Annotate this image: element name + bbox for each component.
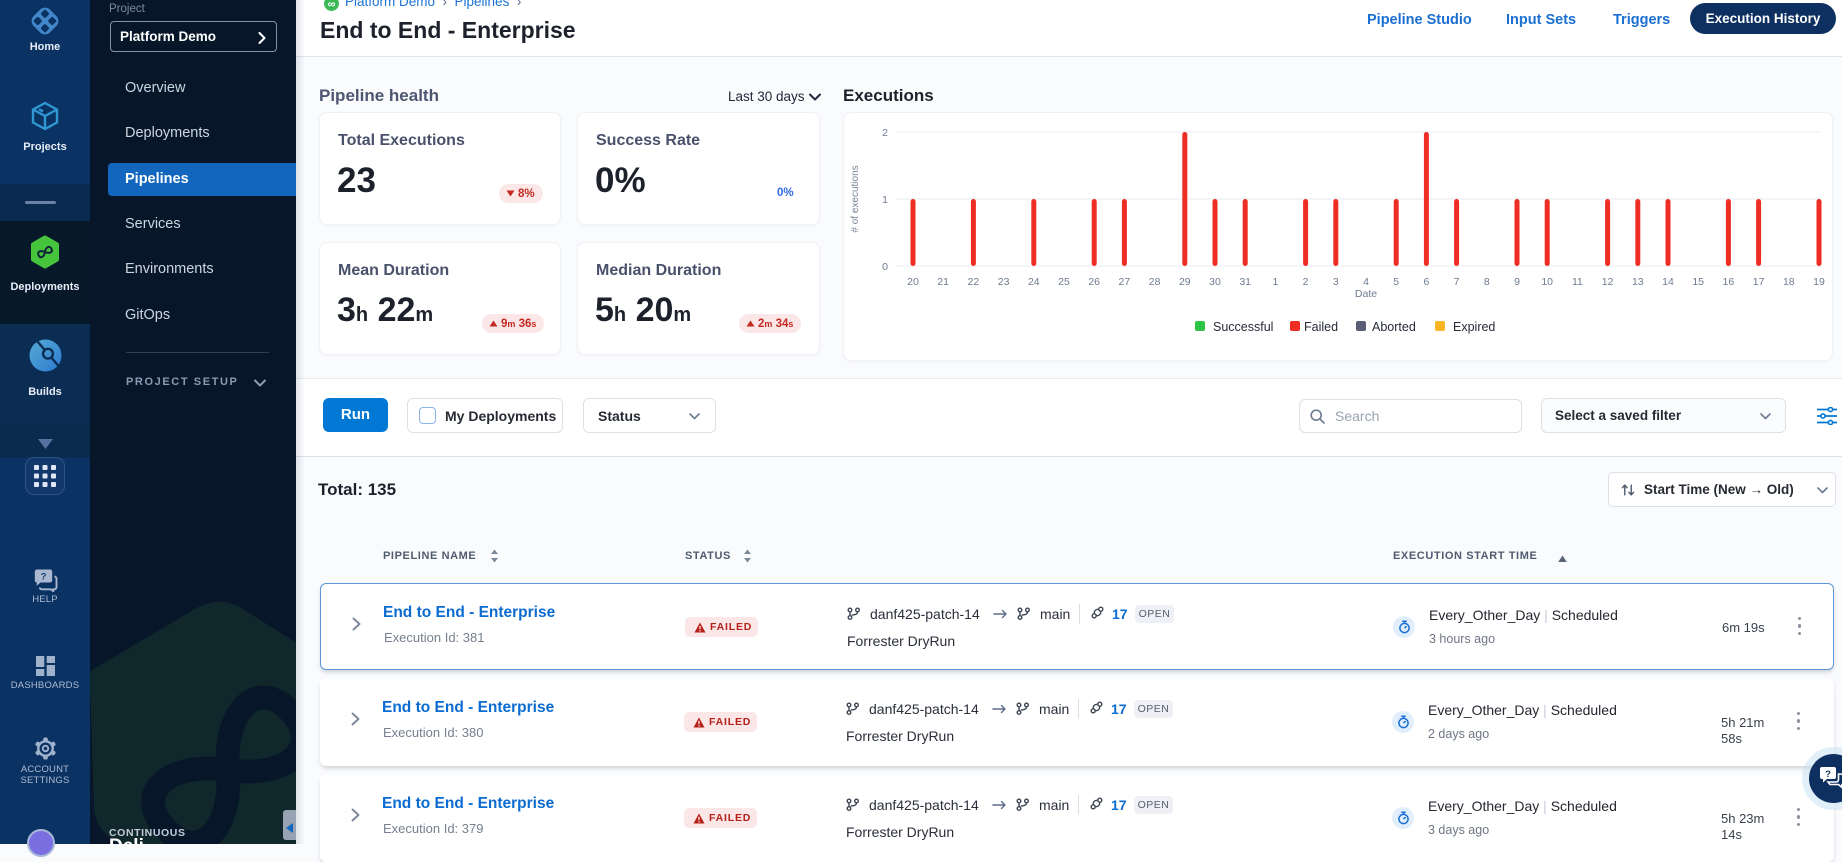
svg-text:31: 31 <box>1239 276 1251 288</box>
svg-text:?: ? <box>1825 769 1831 780</box>
svg-text:25: 25 <box>1058 276 1070 288</box>
svg-text:28: 28 <box>1149 276 1161 288</box>
svg-text:12: 12 <box>1602 276 1614 288</box>
svg-text:Aborted: Aborted <box>1372 320 1416 334</box>
svg-text:30: 30 <box>1209 276 1221 288</box>
svg-text:17: 17 <box>1753 276 1765 288</box>
svg-text:15: 15 <box>1692 276 1704 288</box>
svg-text:24: 24 <box>1028 276 1040 288</box>
svg-text:7: 7 <box>1454 276 1460 288</box>
svg-text:22: 22 <box>968 276 980 288</box>
svg-text:?: ? <box>40 572 46 583</box>
svg-text:0: 0 <box>882 261 888 273</box>
svg-text:14: 14 <box>1662 276 1674 288</box>
svg-text:∞: ∞ <box>328 0 336 11</box>
svg-text:2: 2 <box>1303 276 1309 288</box>
svg-text:1: 1 <box>1272 276 1278 288</box>
svg-text:26: 26 <box>1088 276 1100 288</box>
svg-text:10: 10 <box>1541 276 1553 288</box>
svg-text:19: 19 <box>1813 276 1825 288</box>
svg-text:18: 18 <box>1783 276 1795 288</box>
svg-text:2: 2 <box>882 127 888 139</box>
svg-text:# of executions: # of executions <box>850 165 861 232</box>
svg-text:9: 9 <box>1514 276 1520 288</box>
svg-text:Expired: Expired <box>1453 320 1495 334</box>
svg-text:16: 16 <box>1723 276 1735 288</box>
svg-text:5: 5 <box>1393 276 1399 288</box>
svg-text:13: 13 <box>1632 276 1644 288</box>
svg-text:6: 6 <box>1423 276 1429 288</box>
svg-text:4: 4 <box>1363 276 1369 288</box>
svg-text:11: 11 <box>1572 276 1583 288</box>
svg-text:20: 20 <box>907 276 919 288</box>
svg-text:27: 27 <box>1119 276 1131 288</box>
svg-text:23: 23 <box>998 276 1010 288</box>
svg-text:29: 29 <box>1179 276 1191 288</box>
svg-text:Date: Date <box>1355 288 1377 300</box>
svg-text:1: 1 <box>882 194 888 206</box>
svg-text:Failed: Failed <box>1304 320 1338 334</box>
svg-text:Successful: Successful <box>1213 320 1273 334</box>
svg-text:3: 3 <box>1333 276 1339 288</box>
svg-text:21: 21 <box>937 276 949 288</box>
svg-text:8: 8 <box>1484 276 1490 288</box>
